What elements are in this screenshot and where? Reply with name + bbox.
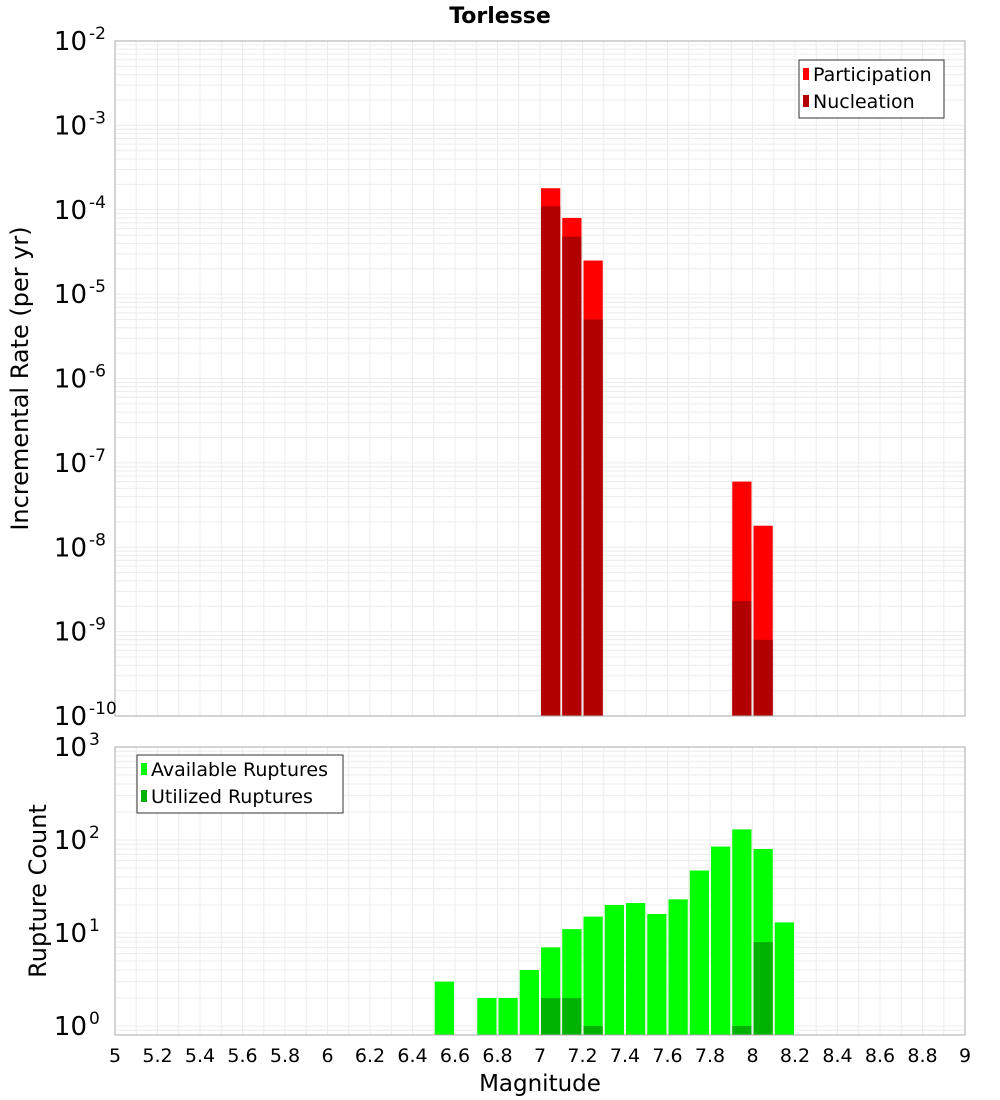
top-series-1 — [541, 206, 773, 716]
bar-nucleation — [541, 206, 561, 716]
bar-nucleation — [732, 601, 752, 716]
y-tick-label: 10 — [54, 618, 87, 648]
x-tick-label: 8.8 — [907, 1045, 937, 1067]
y-tick-exponent: 3 — [89, 730, 100, 750]
legend-label: Available Ruptures — [151, 759, 328, 781]
y-tick-label: 10 — [54, 919, 87, 949]
y-tick-label: 10 — [54, 111, 87, 141]
bar-available-ruptures — [519, 969, 539, 1035]
legend-swatch — [803, 68, 809, 80]
bar-available-ruptures — [668, 899, 688, 1035]
x-tick-label: 6.6 — [440, 1045, 470, 1067]
bar-nucleation — [753, 639, 773, 716]
y-tick-exponent: -4 — [89, 193, 106, 213]
y-tick-label: 10 — [54, 1012, 87, 1042]
y-tick-exponent: 2 — [89, 823, 100, 843]
bar-available-ruptures — [583, 916, 603, 1035]
x-tick-label: 7 — [534, 1045, 546, 1067]
bottom-legend: Available Ruptures Utilized Ruptures — [136, 754, 344, 814]
legend-swatch — [141, 763, 147, 775]
bar-available-ruptures — [434, 981, 454, 1035]
y-tick-exponent: -6 — [89, 362, 106, 382]
x-tick-label: 7.6 — [652, 1045, 682, 1067]
x-tick-label: 8.6 — [865, 1045, 895, 1067]
bar-utilized-ruptures — [562, 997, 582, 1035]
x-tick-label: 8 — [746, 1045, 758, 1067]
x-tick-label: 7.4 — [610, 1045, 640, 1067]
x-tick-label: 5 — [109, 1045, 121, 1067]
y-tick-exponent: -5 — [89, 277, 106, 297]
bar-available-ruptures — [647, 914, 667, 1035]
bar-utilized-ruptures — [753, 942, 773, 1035]
y-tick-label: 10 — [54, 733, 87, 763]
y-tick-exponent: 0 — [89, 1009, 100, 1029]
bar-available-ruptures — [711, 846, 731, 1035]
bar-available-ruptures — [689, 870, 709, 1035]
x-tick-label: 6.2 — [355, 1045, 385, 1067]
y-tick-label: 10 — [54, 365, 87, 395]
legend-label: Participation — [813, 64, 932, 86]
y-tick-label: 10 — [54, 533, 87, 563]
x-tick-label: 9 — [959, 1045, 971, 1067]
bar-available-ruptures — [626, 903, 646, 1035]
legend-label: Nucleation — [813, 91, 915, 113]
x-tick-label: 6 — [321, 1045, 333, 1067]
top-grid — [114, 41, 966, 717]
x-tick-label: 7.8 — [695, 1045, 725, 1067]
top-legend: Participation Nucleation — [798, 59, 945, 119]
x-tick-label: 5.2 — [142, 1045, 172, 1067]
bar-available-ruptures — [477, 997, 497, 1035]
y-tick-label: 10 — [54, 196, 87, 226]
x-axis-title: Magnitude — [479, 1071, 601, 1097]
chart-title: Torlesse — [449, 4, 551, 29]
y-tick-exponent: -10 — [89, 699, 117, 719]
y-tick-exponent: -7 — [89, 446, 106, 466]
bar-nucleation — [562, 236, 582, 716]
bar-utilized-ruptures — [541, 997, 561, 1035]
top-plot-frame — [114, 40, 966, 717]
bottom-series-1 — [541, 942, 773, 1035]
legend-label: Utilized Ruptures — [151, 786, 313, 808]
x-tick-label: 7.2 — [567, 1045, 597, 1067]
x-tick-label: 5.8 — [270, 1045, 300, 1067]
bar-utilized-ruptures — [583, 1025, 603, 1035]
x-tick-label: 6.4 — [397, 1045, 427, 1067]
legend-box — [136, 754, 344, 814]
y-tick-exponent: 1 — [89, 916, 100, 936]
bar-available-ruptures — [604, 904, 624, 1035]
bottom-plot-frame — [114, 746, 966, 1036]
y-tick-label: 10 — [54, 702, 87, 732]
y-tick-exponent: -8 — [89, 530, 106, 550]
legend-swatch — [141, 790, 147, 802]
bar-utilized-ruptures — [732, 1025, 752, 1035]
x-tick-label: 8.4 — [822, 1045, 852, 1067]
bar-available-ruptures — [774, 922, 794, 1035]
y-tick-exponent: -9 — [89, 615, 106, 635]
y-tick-label: 10 — [54, 449, 87, 479]
x-tick-label: 5.4 — [185, 1045, 215, 1067]
x-tick-label: 8.2 — [780, 1045, 810, 1067]
y-tick-label: 10 — [54, 280, 87, 310]
y-tick-exponent: -2 — [89, 24, 106, 44]
y-tick-label: 10 — [54, 27, 87, 57]
bottom-y-axis-title: Rupture Count — [24, 804, 52, 978]
y-tick-exponent: -3 — [89, 108, 106, 128]
x-tick-label: 5.6 — [227, 1045, 257, 1067]
x-tick-label: 6.8 — [482, 1045, 512, 1067]
top-y-axis-title: Incremental Rate (per yr) — [6, 226, 34, 530]
bar-nucleation — [583, 319, 603, 716]
bar-available-ruptures — [732, 829, 752, 1035]
legend-box — [798, 59, 945, 119]
bar-available-ruptures — [498, 997, 518, 1035]
legend-swatch — [803, 95, 809, 107]
y-tick-label: 10 — [54, 826, 87, 856]
